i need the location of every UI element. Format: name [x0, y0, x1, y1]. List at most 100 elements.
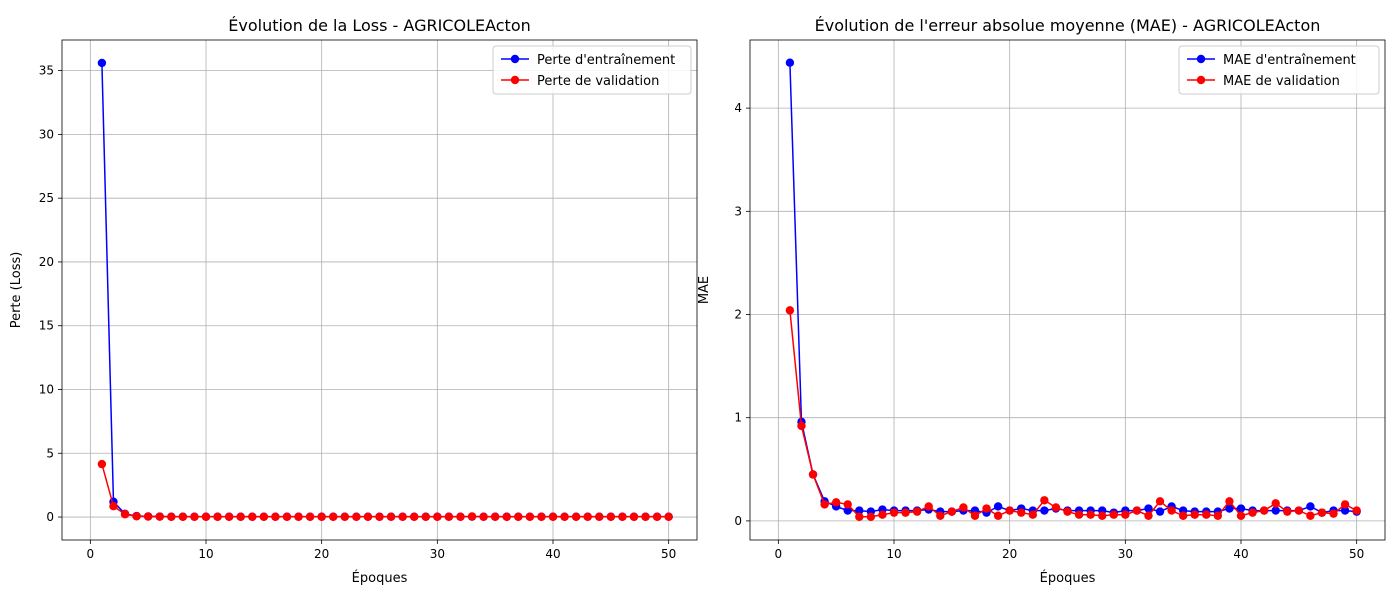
x-axis-label: Époques [352, 570, 408, 586]
data-point [1051, 503, 1061, 512]
loss-chart: 0 10 20 30 40 50 0 5 10 15 20 25 30 35 Évolution de la… [9, 16, 698, 586]
data-point [178, 512, 188, 521]
x-tick-label: 30 [1118, 547, 1133, 561]
data-point [901, 508, 910, 517]
data-point [444, 512, 454, 521]
data-point [1306, 502, 1315, 511]
data-point [797, 421, 806, 431]
y-tick-label: 2 [734, 308, 742, 322]
x-tick-label: 10 [198, 547, 213, 561]
mae-chart: 0 10 20 30 40 50 0 1 2 3 4 Évolution de l'erreur ab… [697, 16, 1386, 586]
data-point [1040, 506, 1049, 515]
data-point [993, 511, 1003, 520]
data-point [467, 512, 477, 521]
legend-label: Perte de validation [537, 74, 659, 89]
data-point [855, 506, 864, 515]
y-axis-label: Perte (Loss) [9, 252, 24, 329]
data-point [120, 510, 130, 519]
data-point [294, 512, 303, 521]
legend-marker [1196, 75, 1206, 85]
y-tick-label: 1 [734, 411, 742, 425]
data-point [97, 58, 107, 68]
legend-marker [510, 75, 520, 85]
data-point [490, 512, 500, 521]
y-tick-label: 10 [39, 382, 54, 396]
legend [1178, 45, 1380, 95]
data-point [1063, 507, 1072, 516]
data-point [1236, 504, 1246, 513]
data-point [1259, 506, 1269, 515]
data-point [398, 512, 407, 521]
data-point [329, 512, 338, 521]
data-point [866, 512, 876, 521]
y-axis-label: MAE [697, 276, 712, 304]
data-point [820, 500, 829, 509]
data-point [248, 512, 257, 521]
data-point [1040, 496, 1049, 505]
data-point [629, 512, 639, 521]
data-point [305, 512, 315, 521]
data-point [1178, 511, 1188, 520]
data-point [1283, 507, 1292, 516]
y-tick-label: 35 [39, 64, 54, 78]
data-point [843, 500, 852, 509]
data-point [525, 512, 535, 521]
data-point [548, 512, 558, 521]
x-tick-label: 20 [1002, 547, 1017, 561]
y-tick-label: 0 [46, 510, 54, 524]
data-point [1097, 511, 1107, 520]
data-point [843, 506, 852, 515]
data-point [1329, 509, 1338, 518]
data-point [1248, 508, 1257, 517]
data-point [571, 512, 581, 521]
data-point [1005, 506, 1014, 515]
data-point [1317, 508, 1327, 517]
data-point [1213, 511, 1223, 520]
legend-label: Perte d'entraînement [537, 53, 675, 68]
data-point [1225, 497, 1234, 506]
data-point [1109, 510, 1118, 519]
data-point [271, 512, 280, 521]
chart-title: Évolution de la Loss - AGRICOLEActon [228, 16, 531, 35]
data-point [785, 58, 795, 67]
data-point [785, 306, 795, 315]
data-point [456, 512, 465, 521]
data-point [514, 512, 523, 521]
data-point [606, 512, 616, 521]
data-point [982, 504, 991, 513]
y-tick-label: 25 [39, 191, 54, 205]
data-point [970, 511, 980, 520]
data-point [317, 512, 326, 521]
data-point [433, 512, 442, 521]
data-point [947, 507, 957, 516]
x-tick-label: 10 [886, 547, 901, 561]
series-line [101, 62, 669, 518]
y-tick-label: 0 [734, 514, 742, 528]
data-point [652, 512, 662, 521]
data-point [213, 512, 222, 521]
data-point [583, 512, 592, 521]
data-point [1086, 510, 1095, 519]
x-tick-label: 30 [430, 547, 445, 561]
data-point [924, 502, 933, 511]
legend [492, 45, 692, 95]
y-tick-label: 5 [46, 446, 54, 460]
x-tick-label: 0 [775, 547, 783, 561]
data-point [1028, 510, 1038, 519]
data-point [641, 512, 650, 521]
data-point [889, 508, 899, 517]
series-line [101, 463, 669, 518]
legend-marker [510, 54, 520, 64]
data-point [259, 512, 269, 521]
series-line [789, 310, 1358, 518]
data-point [155, 512, 164, 521]
chart-title: Évolution de l'erreur absolue moyenne (M… [815, 16, 1321, 35]
data-point [618, 512, 627, 521]
x-tick-label: 50 [1349, 547, 1364, 561]
data-point [1340, 506, 1350, 515]
data-point [855, 512, 864, 521]
data-point [1271, 499, 1280, 508]
data-point [537, 512, 546, 521]
data-point [502, 512, 511, 521]
